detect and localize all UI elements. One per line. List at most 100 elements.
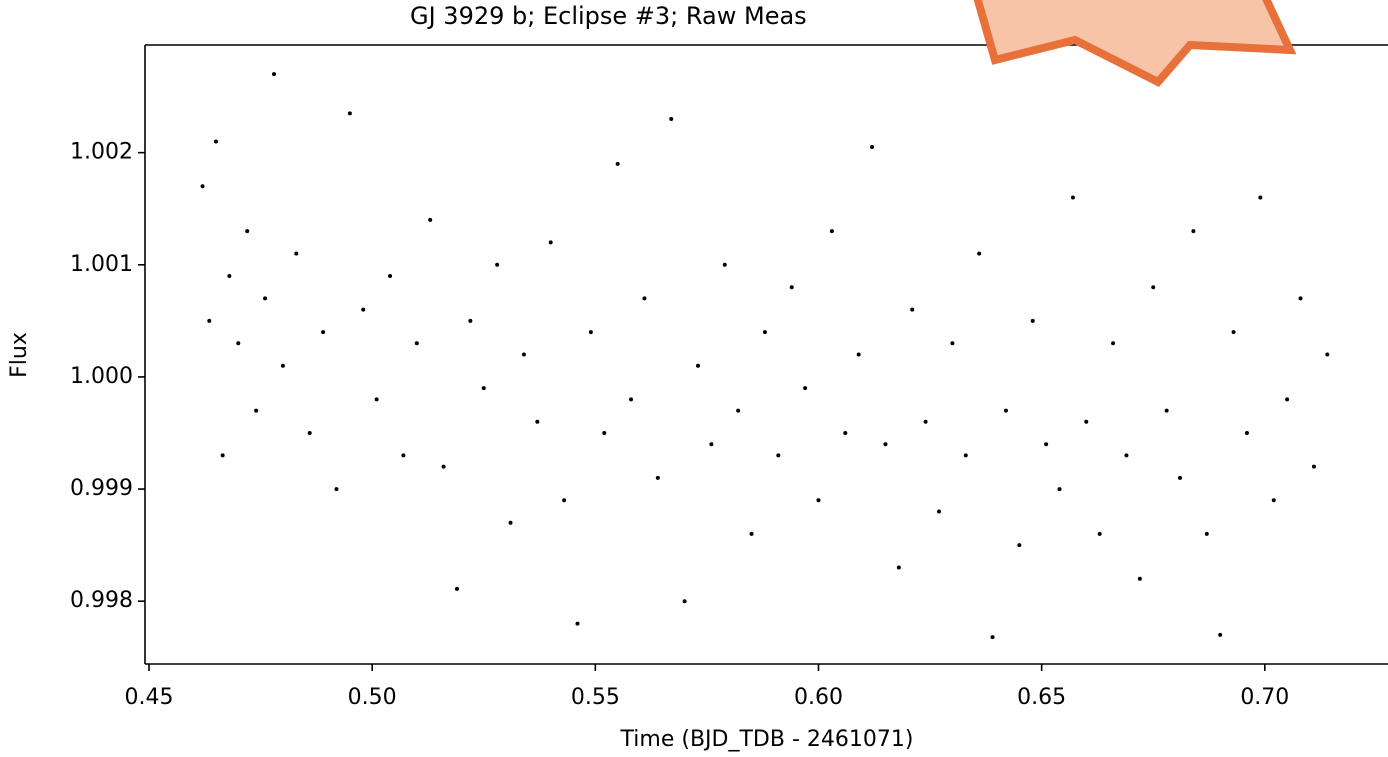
data-point xyxy=(695,363,700,368)
x-axis-label: Time (BJD_TDB - 2461071) xyxy=(620,727,914,752)
data-point xyxy=(816,498,821,503)
data-point xyxy=(428,217,433,222)
data-point xyxy=(1070,195,1075,200)
data-point xyxy=(709,442,714,447)
data-point xyxy=(361,307,366,312)
data-point xyxy=(762,330,767,335)
data-point xyxy=(977,251,982,256)
data-point xyxy=(776,453,781,458)
y-axis-label: Flux xyxy=(7,332,32,378)
data-point xyxy=(1258,195,1263,200)
data-point xyxy=(1164,408,1169,413)
data-point xyxy=(347,111,352,116)
data-point xyxy=(749,531,754,536)
data-point xyxy=(307,430,312,435)
data-point xyxy=(294,251,299,256)
data-point xyxy=(1231,330,1236,335)
data-point xyxy=(1178,475,1183,480)
data-point xyxy=(629,397,634,402)
chart-title: GJ 3929 b; Eclipse #3; Raw Meas xyxy=(410,2,807,30)
data-point xyxy=(508,520,513,525)
y-tick-label: 1.001 xyxy=(70,252,133,277)
data-point xyxy=(454,586,459,591)
starburst-badge xyxy=(973,0,1297,87)
data-point xyxy=(1057,487,1062,492)
x-tick-label: 0.45 xyxy=(125,685,174,710)
data-point xyxy=(220,453,225,458)
data-point xyxy=(200,184,205,189)
data-point xyxy=(602,430,607,435)
data-point xyxy=(414,341,419,346)
data-point xyxy=(896,565,901,570)
data-point xyxy=(1285,397,1290,402)
data-point xyxy=(682,599,687,604)
data-point xyxy=(789,285,794,290)
x-tick-label: 0.65 xyxy=(1017,685,1066,710)
x-tick-label: 0.60 xyxy=(794,685,843,710)
y-tick-label: 1.002 xyxy=(70,140,133,165)
data-point xyxy=(374,397,379,402)
data-point xyxy=(495,262,500,267)
data-point xyxy=(1311,464,1316,469)
data-point xyxy=(655,475,660,480)
y-tick-label: 0.998 xyxy=(70,588,133,613)
x-tick-label: 0.70 xyxy=(1240,685,1289,710)
data-point xyxy=(236,341,241,346)
data-point xyxy=(1017,543,1022,548)
data-point xyxy=(588,330,593,335)
data-point xyxy=(669,117,674,122)
data-point xyxy=(245,229,250,234)
x-tick-label: 0.50 xyxy=(348,685,397,710)
plot-area xyxy=(200,72,1330,640)
data-point xyxy=(535,419,540,424)
data-point xyxy=(615,161,620,166)
data-point xyxy=(870,145,875,150)
data-point xyxy=(334,487,339,492)
data-point xyxy=(1030,318,1035,323)
data-point xyxy=(388,274,393,279)
data-point xyxy=(562,498,567,503)
data-point xyxy=(856,352,861,357)
data-point xyxy=(803,386,808,391)
data-point xyxy=(1137,576,1142,581)
y-tick-label: 1.000 xyxy=(70,364,133,389)
data-point xyxy=(575,621,580,626)
data-point xyxy=(937,509,942,514)
data-point xyxy=(1003,408,1008,413)
data-point xyxy=(1111,341,1116,346)
data-point xyxy=(207,318,212,323)
data-point xyxy=(722,262,727,267)
data-point xyxy=(1151,285,1156,290)
data-point xyxy=(1204,531,1209,536)
data-point xyxy=(468,318,473,323)
data-point xyxy=(1084,419,1089,424)
data-point xyxy=(521,352,526,357)
data-point xyxy=(1244,430,1249,435)
data-point xyxy=(401,453,406,458)
data-point xyxy=(910,307,915,312)
data-point xyxy=(227,274,232,279)
data-point xyxy=(1124,453,1129,458)
data-point xyxy=(1218,632,1223,637)
x-tick-label: 0.55 xyxy=(571,685,620,710)
data-point xyxy=(280,363,285,368)
data-point xyxy=(883,442,888,447)
data-point xyxy=(548,240,553,245)
data-point xyxy=(213,139,218,144)
data-point xyxy=(263,296,268,301)
data-point xyxy=(990,635,995,640)
y-tick-label: 0.999 xyxy=(70,476,133,501)
data-point xyxy=(736,408,741,413)
data-point xyxy=(321,330,326,335)
data-point xyxy=(1191,229,1196,234)
data-point xyxy=(1097,531,1102,536)
data-point xyxy=(254,408,259,413)
data-point xyxy=(271,72,276,77)
data-point xyxy=(1298,296,1303,301)
data-point xyxy=(829,229,834,234)
data-point xyxy=(923,419,928,424)
data-point xyxy=(950,341,955,346)
data-point xyxy=(1325,352,1330,357)
data-point xyxy=(1044,442,1049,447)
